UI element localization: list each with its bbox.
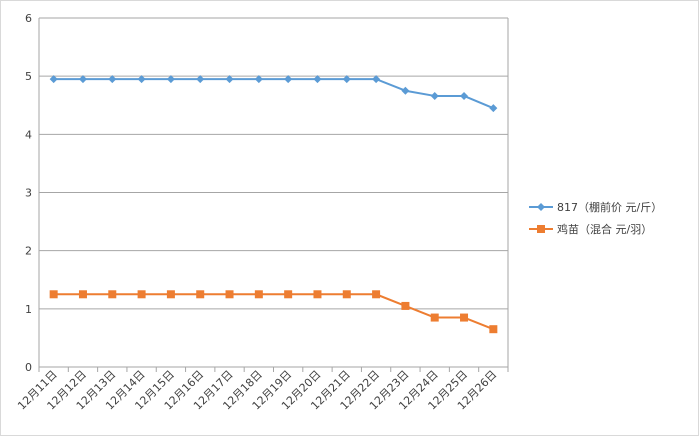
data-point bbox=[313, 75, 322, 84]
data-point bbox=[254, 290, 263, 299]
data-point bbox=[489, 325, 498, 334]
y-tick-label: 2 bbox=[25, 245, 32, 258]
series-1 bbox=[49, 75, 498, 113]
data-point bbox=[166, 75, 175, 84]
data-point bbox=[78, 75, 87, 84]
data-point bbox=[137, 290, 146, 299]
data-point bbox=[225, 290, 234, 299]
data-point bbox=[430, 91, 439, 100]
data-point bbox=[49, 290, 58, 299]
data-point bbox=[225, 75, 234, 84]
legend-marker bbox=[537, 203, 545, 211]
data-point bbox=[137, 75, 146, 84]
legend-label: 鸡苗（混合 元/羽） bbox=[557, 222, 652, 236]
gridlines bbox=[38, 17, 509, 368]
legend: 817（棚前价 元/斤） 鸡苗（混合 元/羽） bbox=[529, 200, 662, 236]
data-point bbox=[489, 104, 498, 113]
data-point bbox=[78, 290, 87, 299]
data-point bbox=[254, 75, 263, 84]
data-point bbox=[284, 290, 293, 299]
data-point bbox=[108, 75, 117, 84]
legend-entry-1: 817（棚前价 元/斤） bbox=[529, 200, 662, 214]
data-point bbox=[284, 75, 293, 84]
y-axis: 0 1 2 3 4 5 6 bbox=[25, 12, 32, 374]
data-point bbox=[196, 290, 205, 299]
data-point bbox=[401, 301, 410, 310]
data-point bbox=[196, 75, 205, 84]
y-tick-label: 0 bbox=[25, 361, 32, 374]
x-axis: 12月11日12月12日12月13日12月14日12月15日12月16日12月1… bbox=[15, 367, 509, 412]
series-2 bbox=[49, 290, 498, 334]
data-point bbox=[342, 290, 351, 299]
data-point bbox=[342, 75, 351, 84]
data-point bbox=[460, 91, 469, 100]
data-point bbox=[313, 290, 322, 299]
data-point bbox=[401, 86, 410, 95]
legend-entry-2: 鸡苗（混合 元/羽） bbox=[529, 222, 652, 236]
y-tick-label: 1 bbox=[25, 303, 32, 316]
y-tick-label: 4 bbox=[25, 128, 32, 141]
y-tick-label: 5 bbox=[25, 70, 32, 83]
series-line bbox=[53, 78, 494, 110]
legend-label: 817（棚前价 元/斤） bbox=[557, 200, 662, 214]
y-tick-label: 3 bbox=[25, 187, 32, 200]
data-point bbox=[372, 290, 381, 299]
legend-marker bbox=[537, 225, 545, 233]
data-point bbox=[166, 290, 175, 299]
data-point bbox=[460, 313, 469, 322]
data-point bbox=[49, 75, 58, 84]
data-point bbox=[108, 290, 117, 299]
series-layer bbox=[49, 75, 498, 334]
data-point bbox=[372, 75, 381, 84]
data-point bbox=[430, 313, 439, 322]
y-tick-label: 6 bbox=[25, 12, 32, 25]
series-line bbox=[53, 293, 494, 331]
